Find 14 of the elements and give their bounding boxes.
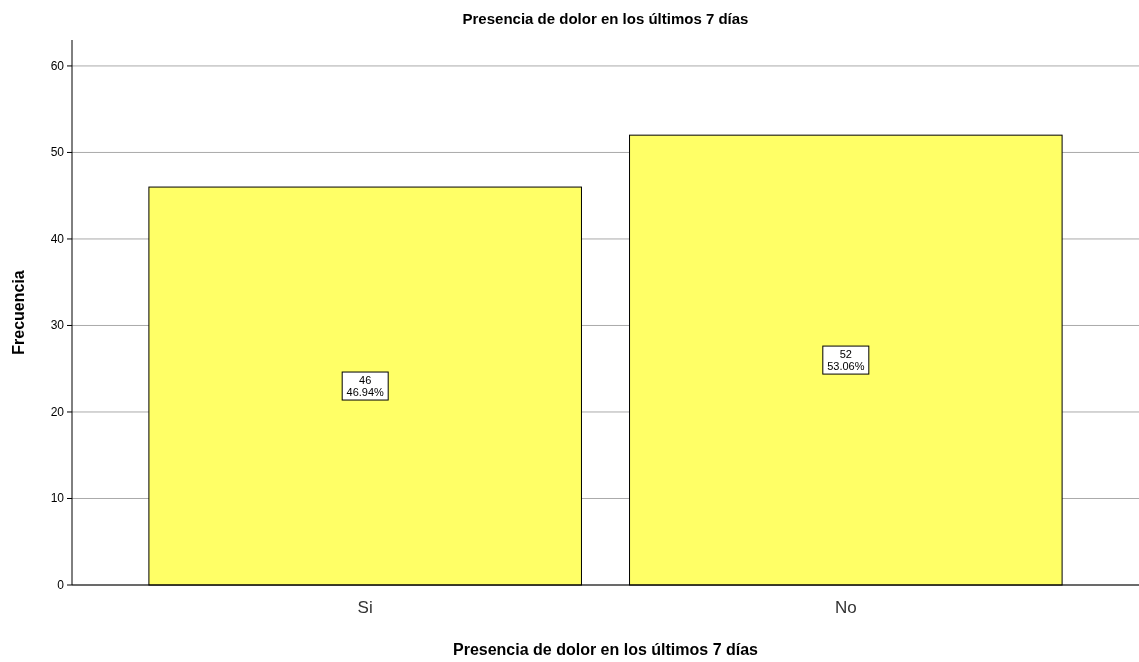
- data-label: 46 46.94%: [346, 374, 385, 399]
- x-axis-title: Presencia de dolor en los últimos 7 días: [453, 641, 759, 658]
- x-tick-label: No: [834, 598, 857, 617]
- y-axis-title: Frecuencia: [10, 270, 27, 355]
- y-tick-label: 10: [50, 491, 65, 506]
- y-tick-label: 0: [57, 578, 65, 592]
- y-tick-label: 30: [50, 318, 65, 333]
- y-tick-label: 20: [50, 404, 65, 419]
- x-tick-label: Si: [357, 598, 373, 617]
- chart-title: Presencia de dolor en los últimos 7 días: [462, 10, 749, 27]
- y-tick-label: 40: [50, 231, 65, 246]
- data-label: 52 53.06%: [827, 348, 865, 373]
- y-tick-label: 50: [50, 145, 65, 160]
- y-tick-label: 60: [50, 58, 65, 73]
